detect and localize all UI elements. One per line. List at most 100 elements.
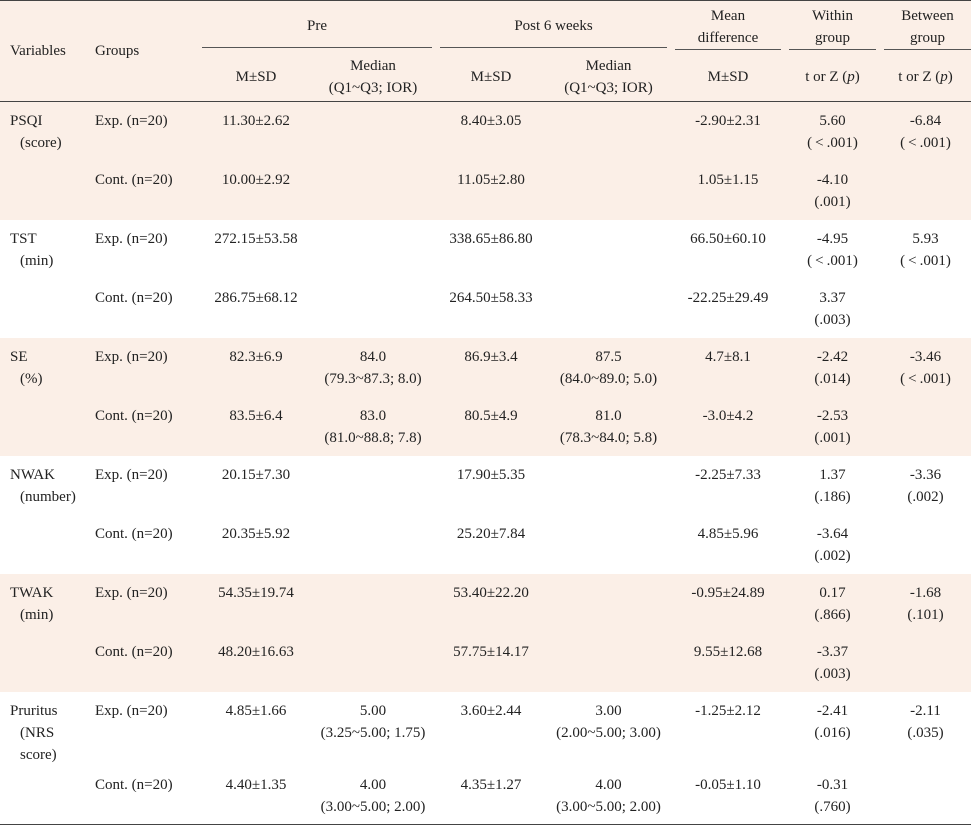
pre-msd: 20.15±7.30 bbox=[221, 466, 291, 483]
mean-diff: -2.25±7.33 bbox=[695, 466, 761, 483]
mean-diff-cell: -3.0±4.2 bbox=[671, 396, 785, 456]
between-cell bbox=[880, 160, 971, 220]
pre-median-cell bbox=[310, 160, 436, 220]
mean-diff: 9.55±12.68 bbox=[693, 643, 763, 660]
post-msd: 17.90±5.35 bbox=[456, 466, 526, 483]
post-median: 3.00 bbox=[595, 702, 622, 719]
pre-msd-cell: 4.85±1.66 bbox=[202, 692, 310, 766]
group-label: Exp. (n=20) bbox=[95, 466, 168, 483]
pre-median-cell bbox=[310, 632, 436, 692]
header-post-median-1: Median bbox=[585, 58, 632, 74]
post-msd-cell: 53.40±22.20 bbox=[436, 573, 546, 633]
header-within-2: group bbox=[815, 29, 850, 46]
header-within-p: p bbox=[847, 69, 855, 85]
post-median-cell: 81.0 (78.3~84.0; 5.8) bbox=[546, 396, 671, 456]
pre-msd: 272.15±53.58 bbox=[214, 230, 298, 247]
between-stat: -2.11 bbox=[910, 702, 941, 719]
between-p: ( < .001) bbox=[900, 135, 951, 151]
header-post-msd: M±SD bbox=[436, 53, 546, 102]
table-row: TST (min) Exp. (n=20) 272.15±53.58 338.65±86… bbox=[0, 220, 971, 279]
between-cell bbox=[880, 396, 971, 456]
between-p: (.101) bbox=[907, 606, 944, 623]
pre-msd: 20.35±5.92 bbox=[221, 525, 291, 542]
pre-msd-cell: 10.00±2.92 bbox=[202, 160, 310, 220]
variable-cell bbox=[0, 396, 95, 456]
within-cell: 1.37 (.186) bbox=[785, 456, 880, 515]
within-p: (.001) bbox=[814, 193, 851, 210]
post-median-cell bbox=[546, 456, 671, 515]
header-mean-diff-2: difference bbox=[697, 29, 759, 46]
group-label: Exp. (n=20) bbox=[95, 348, 168, 365]
within-cell: -3.37 (.003) bbox=[785, 632, 880, 692]
mean-diff-cell: -0.95±24.89 bbox=[671, 573, 785, 633]
within-p: (.003) bbox=[814, 665, 851, 682]
table-row: NWAK (number) Exp. (n=20) 20.15±7.30 17.90±5… bbox=[0, 456, 971, 515]
mean-diff: -1.25±2.12 bbox=[695, 702, 761, 719]
mean-diff-cell: -0.05±1.10 bbox=[671, 765, 785, 825]
header-variables: Variables bbox=[0, 0, 95, 102]
between-cell: -3.46 ( < .001) bbox=[880, 337, 971, 397]
mean-diff: -2.90±2.31 bbox=[695, 113, 761, 129]
within-p: (.001) bbox=[814, 429, 851, 446]
header-mean-diff-1: Mean bbox=[710, 7, 746, 24]
group-label: Exp. (n=20) bbox=[95, 584, 168, 601]
post-median-cell: 87.5 (84.0~89.0; 5.0) bbox=[546, 337, 671, 397]
between-stat: -3.46 bbox=[909, 348, 942, 365]
between-stat: -3.36 bbox=[909, 466, 942, 483]
header-post-median: Median (Q1~Q3; IOR) bbox=[546, 53, 671, 102]
post-median-cell bbox=[546, 220, 671, 279]
pre-median-cell bbox=[310, 101, 436, 161]
between-stat: 5.93 bbox=[912, 230, 939, 247]
within-stat: -2.41 bbox=[816, 702, 849, 719]
header-within-test: t or Z (p) bbox=[785, 53, 880, 102]
variable-unit: (number) bbox=[20, 488, 76, 505]
post-msd: 8.40±3.05 bbox=[460, 113, 522, 129]
header-pre-median-2: (Q1~Q3; IOR) bbox=[328, 80, 418, 96]
header-between-test: t or Z (p) bbox=[880, 53, 971, 102]
between-cell: 5.93 ( < .001) bbox=[880, 220, 971, 279]
table-row: Cont. (n=20) 286.75±68.12 264.50±58.33 -22.… bbox=[0, 279, 971, 338]
header-pre-median-1: Median bbox=[350, 58, 396, 74]
mean-diff: -3.0±4.2 bbox=[702, 407, 754, 424]
variable-unit: (min) bbox=[20, 606, 54, 623]
variable-cell: Pruritus (NRS score) bbox=[0, 692, 95, 766]
post-median-cell: 3.00 (2.00~5.00; 3.00) bbox=[546, 692, 671, 766]
table-row: SE (%) Exp. (n=20) 82.3±6.9 84.0 (79.3~87.3; … bbox=[0, 337, 971, 397]
between-cell bbox=[880, 515, 971, 574]
post-msd: 338.65±86.80 bbox=[449, 230, 533, 247]
table-row: Pruritus (NRS score) Exp. (n=20) 4.85±1.66 5.… bbox=[0, 692, 971, 766]
post-median: 87.5 bbox=[595, 348, 622, 365]
within-cell: 3.37 (.003) bbox=[785, 279, 880, 338]
header-diff-msd: M±SD bbox=[671, 53, 785, 102]
between-cell: -1.68 (.101) bbox=[880, 573, 971, 633]
within-p: (.014) bbox=[814, 370, 851, 387]
post-msd: 53.40±22.20 bbox=[453, 584, 529, 601]
pre-msd: 4.85±1.66 bbox=[225, 702, 287, 719]
pre-median: 5.00 bbox=[359, 702, 387, 719]
pre-median: 83.0 bbox=[359, 407, 387, 424]
variable-cell: SE (%) bbox=[0, 337, 95, 397]
pre-median-range: (3.25~5.00; 1.75) bbox=[320, 724, 426, 741]
variable-name: TWAK bbox=[10, 584, 54, 601]
pre-msd: 11.30±2.62 bbox=[222, 113, 290, 129]
mean-diff-cell: -2.25±7.33 bbox=[671, 456, 785, 515]
within-stat: 5.60 bbox=[819, 113, 846, 129]
post-msd-cell: 17.90±5.35 bbox=[436, 456, 546, 515]
table-body: PSQI (score) Exp. (n=20) 11.30±2.62 8.40±3.0… bbox=[0, 101, 971, 825]
variable-cell bbox=[0, 160, 95, 220]
within-cell: 5.60 ( < .001) bbox=[785, 101, 880, 161]
variable-cell bbox=[0, 515, 95, 574]
group-cell: Exp. (n=20) bbox=[95, 101, 202, 161]
header-between-1: Between bbox=[901, 7, 954, 24]
between-cell bbox=[880, 279, 971, 338]
post-msd: 3.60±2.44 bbox=[460, 702, 522, 719]
group-cell: Exp. (n=20) bbox=[95, 456, 202, 515]
pre-msd-cell: 82.3±6.9 bbox=[202, 337, 310, 397]
post-msd-cell: 25.20±7.84 bbox=[436, 515, 546, 574]
pre-msd: 82.3±6.9 bbox=[229, 348, 283, 365]
between-p: ( < .001) bbox=[900, 252, 951, 269]
pre-msd-cell: 272.15±53.58 bbox=[202, 220, 310, 279]
mean-diff: 4.7±8.1 bbox=[705, 348, 751, 365]
within-cell: 0.17 (.866) bbox=[785, 573, 880, 633]
mean-diff: -22.25±29.49 bbox=[687, 289, 769, 306]
